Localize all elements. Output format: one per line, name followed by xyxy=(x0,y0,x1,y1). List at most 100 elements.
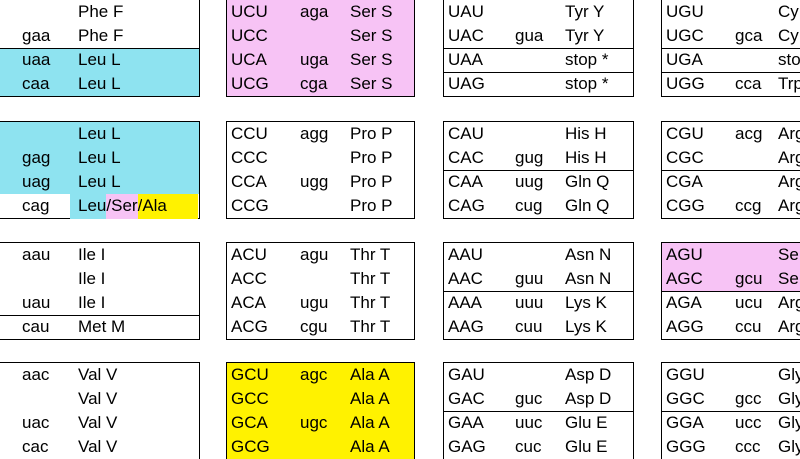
amino-acid-part: Ser xyxy=(111,194,138,219)
anticodon: gaa xyxy=(22,25,51,45)
codon: GCG xyxy=(231,437,270,457)
anticodon: ccu xyxy=(735,317,762,337)
codon: GCC xyxy=(231,388,269,408)
anticodon: cac xyxy=(22,437,49,457)
codon: CGC xyxy=(666,147,704,167)
amino-acid: Pro P xyxy=(350,123,393,143)
codon-box xyxy=(661,362,800,459)
amino-acid: His H xyxy=(565,147,607,167)
anticodon: gca xyxy=(735,25,763,45)
codon: AAC xyxy=(448,268,483,288)
codon: CAG xyxy=(448,196,485,216)
codon: GCA xyxy=(231,413,268,433)
amino-acid: Thr T xyxy=(350,268,391,288)
amino-acid: Val V xyxy=(78,413,118,433)
amino-acid: Asp D xyxy=(565,388,612,408)
amino-acid: Ala A xyxy=(350,388,390,408)
amino-acid: Leu L xyxy=(78,172,121,192)
anticodon: ucc xyxy=(735,413,762,433)
codon: GGG xyxy=(666,437,706,457)
anticodon: agc xyxy=(300,364,328,384)
amino-acid: Leu L xyxy=(78,123,121,143)
amino-acid: stop * xyxy=(565,74,609,94)
amino-acid: sto xyxy=(778,50,800,70)
amino-acid: Thr T xyxy=(350,317,391,337)
codon-box xyxy=(0,0,200,98)
anticodon: agg xyxy=(300,123,329,143)
codon: AAU xyxy=(448,244,483,264)
codon: UGG xyxy=(666,74,705,94)
highlight xyxy=(226,386,415,412)
amino-acid: Arg xyxy=(778,172,800,192)
amino-acid: Asp D xyxy=(565,364,612,384)
anticodon: ccc xyxy=(735,437,761,457)
amino-acid-group: Leu / Ser / Ala xyxy=(70,194,198,219)
codon: ACC xyxy=(231,268,267,288)
highlight xyxy=(226,23,415,49)
amino-acid: Phe F xyxy=(78,25,124,45)
codon: UAG xyxy=(448,74,485,94)
anticodon: ugc xyxy=(300,413,328,433)
codon-box xyxy=(661,0,800,98)
codon: CCA xyxy=(231,172,267,192)
codon: ACG xyxy=(231,317,268,337)
amino-acid: Glu E xyxy=(565,437,608,457)
codon: UAA xyxy=(448,50,483,70)
amino-acid: His H xyxy=(565,123,607,143)
anticodon: cau xyxy=(22,317,50,337)
amino-acid: Trp xyxy=(778,74,800,94)
codon: CCC xyxy=(231,147,268,167)
amino-acid: Arg xyxy=(778,196,800,216)
anticodon: ucu xyxy=(735,293,763,313)
amino-acid: Ala A xyxy=(350,437,390,457)
amino-acid: Thr T xyxy=(350,293,391,313)
amino-acid-part: Ala xyxy=(142,194,198,219)
anticodon: gcc xyxy=(735,388,762,408)
codon: AGA xyxy=(666,293,702,313)
amino-acid: Ser S xyxy=(350,1,393,21)
amino-acid: Asn N xyxy=(565,244,612,264)
codon: GAG xyxy=(448,437,486,457)
anticodon: uuu xyxy=(515,293,544,313)
amino-acid-part: / xyxy=(106,194,112,219)
anticodon: acg xyxy=(735,123,763,143)
divider xyxy=(443,410,634,412)
anticodon: aau xyxy=(22,244,51,264)
highlight xyxy=(0,71,200,97)
codon: UGA xyxy=(666,50,703,70)
codon-box xyxy=(443,242,634,341)
codon: GGU xyxy=(666,364,705,384)
anticodon: uug xyxy=(515,172,544,192)
amino-acid: Phe F xyxy=(78,1,124,21)
divider xyxy=(661,410,800,412)
anticodon: cga xyxy=(300,74,328,94)
amino-acid: Gly xyxy=(778,413,800,433)
highlight xyxy=(0,47,200,73)
divider xyxy=(661,71,800,73)
amino-acid: Pro P xyxy=(350,172,393,192)
amino-acid: Cy xyxy=(778,1,799,21)
highlight xyxy=(226,410,415,436)
amino-acid: Ser S xyxy=(350,50,393,70)
amino-acid: Gln Q xyxy=(565,172,610,192)
codon-box xyxy=(661,121,800,220)
anticodon: cgu xyxy=(300,317,328,337)
codon: AGG xyxy=(666,317,704,337)
amino-acid: Leu L xyxy=(78,50,121,70)
divider xyxy=(0,47,200,49)
divider xyxy=(661,169,800,171)
codon: CCU xyxy=(231,123,268,143)
codon-box xyxy=(226,0,415,98)
highlight xyxy=(661,266,800,292)
codon: UAU xyxy=(448,1,484,21)
anticodon: ugu xyxy=(300,293,329,313)
divider xyxy=(443,169,634,171)
amino-acid: Gly xyxy=(778,437,800,457)
anticodon: uac xyxy=(22,413,50,433)
anticodon: ccg xyxy=(735,196,762,216)
highlight xyxy=(0,121,200,146)
amino-acid: Glu E xyxy=(565,413,608,433)
amino-acid: Ile I xyxy=(78,293,106,313)
amino-acid: Tyr Y xyxy=(565,1,605,21)
codon-box xyxy=(0,362,200,459)
